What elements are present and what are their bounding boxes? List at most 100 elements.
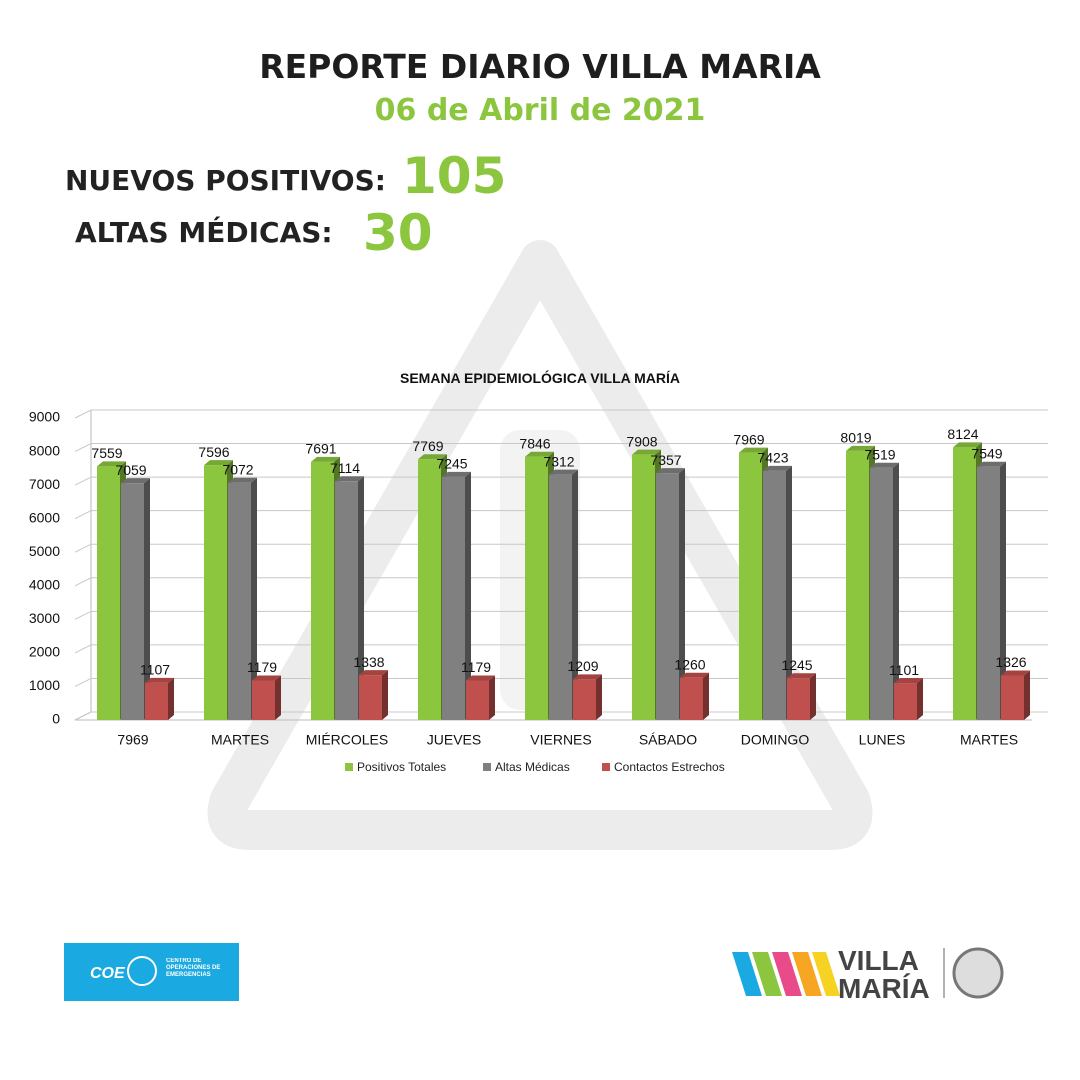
bar-face [739,452,762,720]
data-label: 7908 [626,433,657,449]
bar-top [145,677,174,683]
data-label: 7245 [436,456,467,472]
data-label: 7072 [222,461,253,477]
brand-text: VILLA [838,945,919,976]
bar-top [549,469,578,475]
bar [977,461,1006,720]
bar-side [572,469,578,720]
y-tick-label: 8000 [29,442,60,458]
chart: 0 1000 2000 3000 4000 5000 6000 7000 8000 9000 796… [29,409,1048,774]
data-label: 7549 [971,445,1002,461]
grid-line [74,543,1048,553]
bar-top [846,445,875,451]
data-label: 1245 [781,657,812,673]
bar-face [846,450,869,720]
bar-side [489,675,495,720]
bar [549,469,578,720]
bar [763,465,792,720]
axis-wall [74,410,92,721]
bar-top [977,461,1006,467]
legend-swatch [483,763,491,771]
bar-face [335,481,358,720]
bar-face [632,454,655,720]
data-label: 1179 [461,659,491,675]
brand-text: MARÍA [838,973,930,1004]
data-label: 7969 [733,431,764,447]
legend-swatch [602,763,610,771]
grid-line [74,610,1048,620]
bar-top [228,477,257,483]
bar-side [596,674,602,720]
grid-line [74,443,1048,453]
bar-top [632,449,661,455]
x-tick-label: LUNES [859,732,906,748]
bar-side [917,678,923,720]
bar-side [382,670,388,720]
bar-face [573,679,596,720]
bar-side [703,672,709,720]
grid-line [74,476,1048,486]
coe-logo [64,943,239,1001]
bar-face [228,482,251,720]
data-label: 8124 [947,426,978,442]
x-tick-label: SÁBADO [639,732,697,748]
bar-face [787,678,810,720]
bar [359,670,388,720]
bar-face [311,461,334,720]
y-tick-label: 1000 [29,677,60,693]
bar-side [465,471,471,720]
bar-side [679,468,685,720]
data-label: 1338 [353,654,384,670]
bar-side [275,675,281,720]
brand-emblem [952,947,1004,999]
bar-face [549,474,572,720]
bar-face [466,680,489,720]
coe-text: CENTRO DE OPERACIONES DE EMERGENCIAS [166,958,221,978]
bar-face [1001,675,1024,720]
bar [894,678,923,720]
bar-top [953,442,982,448]
legend-swatch [345,763,353,771]
x-tick-label: MARTES [211,732,269,748]
data-label: 7357 [650,452,681,468]
data-label: 7769 [412,438,443,454]
bar-face [763,470,786,720]
bar-face [656,473,679,720]
bar [121,478,150,720]
stat-value: 30 [363,204,433,262]
bar-side [144,478,150,720]
data-label: 1260 [674,656,705,672]
grid-line [74,711,1048,721]
legend-label: Contactos Estrechos [614,760,725,774]
bar-side [251,477,257,720]
chart-title: SEMANA EPIDEMIOLÓGICA VILLA MARÍA [400,369,680,386]
y-tick-label: 0 [52,711,60,727]
x-tick-label: MARTES [960,732,1018,748]
data-label: 7596 [198,444,229,460]
bar-top [680,672,709,678]
watermark [207,240,873,850]
data-label: 7059 [115,462,146,478]
bar-face [359,675,382,720]
bar-face [145,682,168,720]
stat-label: ALTAS MÉDICAS: [75,215,333,249]
data-label: 7691 [305,441,336,457]
bar-top [204,460,233,466]
bar [466,675,495,720]
bar-face [953,447,976,720]
bar-face [525,456,548,720]
data-label: 1101 [889,662,919,678]
x-tick-label: JUEVES [427,732,481,748]
x-tick-label: VIERNES [530,732,591,748]
data-label: 1107 [140,662,170,678]
bar-top [656,468,685,474]
bar [656,468,685,720]
data-label: 7519 [864,446,895,462]
data-label: 7312 [543,453,574,469]
bar-side [1000,461,1006,720]
data-label: 1179 [247,659,277,675]
data-label: 7423 [757,450,788,466]
bar-top [252,675,281,681]
y-tick-label: 5000 [29,543,60,559]
legend-label: Positivos Totales [357,760,446,774]
